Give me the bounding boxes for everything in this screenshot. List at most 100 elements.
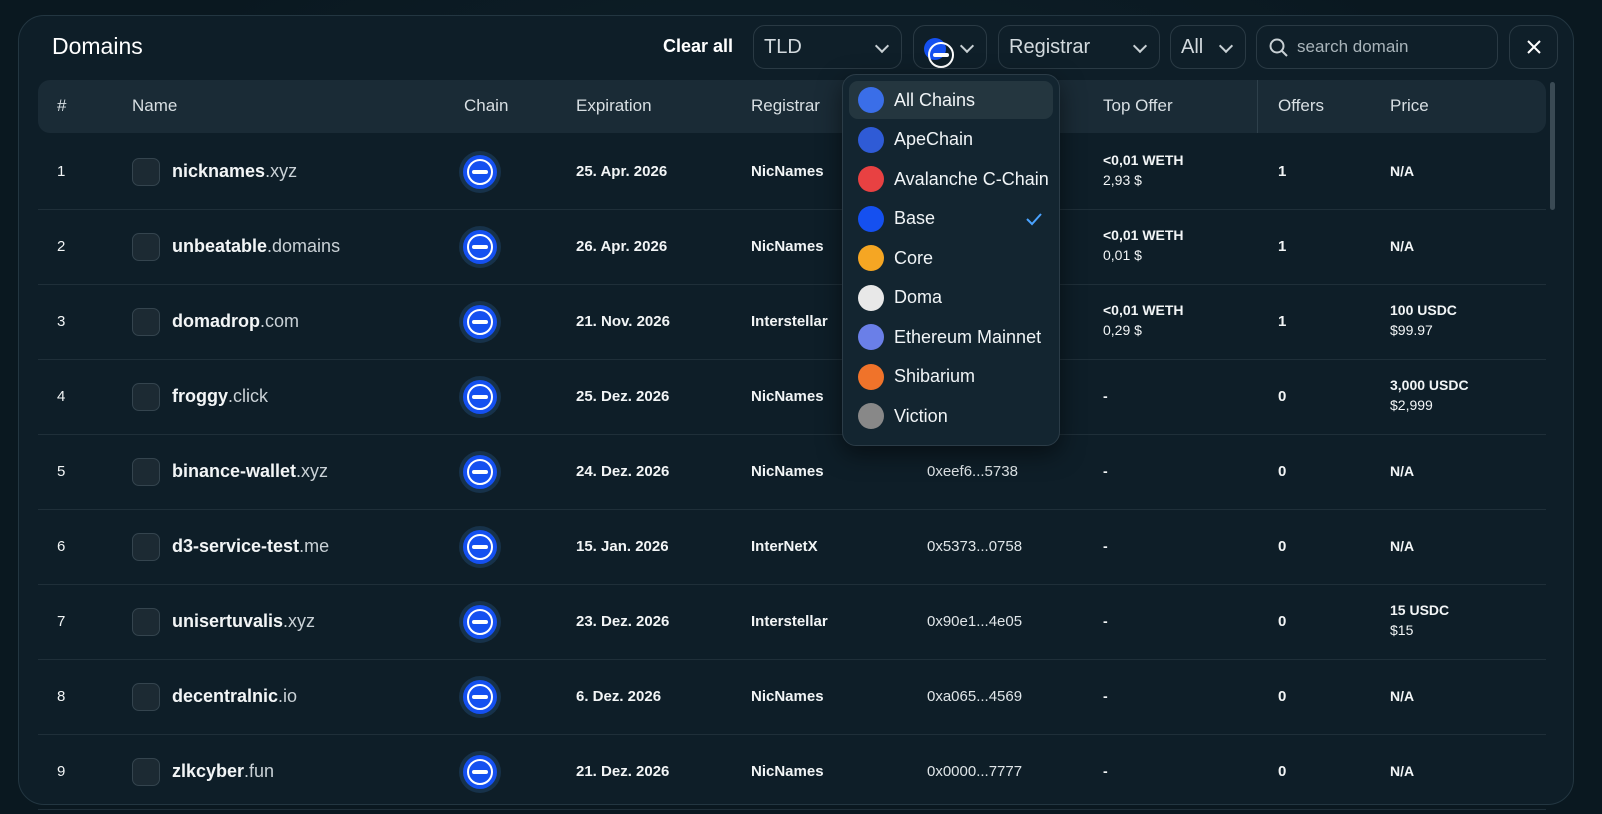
expiration: 25. Apr. 2026 <box>576 163 668 180</box>
search-input[interactable]: search domain <box>1256 25 1498 69</box>
row-index: 7 <box>57 613 66 630</box>
domain-tld: .io <box>278 686 298 706</box>
chain-option-icon <box>858 205 884 232</box>
table-row[interactable] <box>38 135 1546 210</box>
table-row[interactable] <box>38 585 1546 660</box>
row-index: 4 <box>57 388 66 405</box>
domain-thumbnail <box>132 608 160 636</box>
domain-name: domadrop.com <box>172 311 299 332</box>
domain-tld: .fun <box>244 761 275 781</box>
clear-all-button[interactable]: Clear all <box>663 36 734 56</box>
table-row[interactable] <box>38 735 1546 810</box>
price: $15 <box>1390 622 1414 638</box>
offers: 0 <box>1278 538 1287 555</box>
expiration: 23. Dez. 2026 <box>576 613 670 630</box>
price: N/A <box>1390 163 1415 179</box>
chain-option[interactable]: ApeChain <box>849 121 1053 159</box>
owner: 0x90e1...4e05 <box>927 613 1023 630</box>
domain-name: decentralnic.io <box>172 686 297 707</box>
expiration: 25. Dez. 2026 <box>576 388 670 405</box>
chain-dropdown: All Chains ApeChain Avalanche C-Chain Base C… <box>842 74 1060 446</box>
registrar: Interstellar <box>751 613 828 630</box>
registrar: NicNames <box>751 388 824 405</box>
row-index: 5 <box>57 463 66 480</box>
domain-thumbnail <box>132 383 160 411</box>
column-header: Expiration <box>576 96 652 115</box>
table-row[interactable] <box>38 510 1546 585</box>
tld-filter-label: TLD <box>764 35 802 58</box>
chain-icon <box>463 380 497 414</box>
chain-option[interactable]: Doma <box>849 279 1053 317</box>
offers: 1 <box>1278 313 1287 330</box>
chain-filter[interactable] <box>913 25 987 69</box>
table-row[interactable] <box>38 360 1546 435</box>
status-filter[interactable]: All <box>1170 25 1246 69</box>
column-header: # <box>57 96 67 115</box>
chain-option-icon <box>858 126 884 153</box>
domain-thumbnail <box>132 683 160 711</box>
close-button[interactable] <box>1509 25 1558 69</box>
chain-icon <box>463 230 497 264</box>
domain-sld: domadrop <box>172 311 260 331</box>
chain-option-icon <box>858 403 884 429</box>
table-row[interactable] <box>38 435 1546 510</box>
tld-filter[interactable]: TLD <box>753 25 902 69</box>
chain-option-label: Ethereum Mainnet <box>894 326 1042 347</box>
chain-option[interactable]: Ethereum Mainnet <box>849 318 1053 356</box>
top_offer: - <box>1103 763 1108 779</box>
registrar-filter-label: Registrar <box>1009 35 1091 58</box>
domain-sld: froggy <box>172 386 228 406</box>
chain-option[interactable]: Avalanche C-Chain <box>849 160 1053 198</box>
chain-option[interactable]: Core <box>849 239 1053 277</box>
price: N/A <box>1390 538 1415 554</box>
domain-name: unbeatable.domains <box>172 236 340 257</box>
domain-thumbnail <box>132 533 160 561</box>
domain-name: zlkcyber.fun <box>172 761 274 782</box>
registrar-filter[interactable]: Registrar <box>998 25 1160 69</box>
registrar: NicNames <box>751 763 824 780</box>
domain-thumbnail <box>132 158 160 186</box>
price: 3,000 USDC <box>1390 377 1469 393</box>
price: N/A <box>1390 238 1415 254</box>
offers: 0 <box>1278 688 1287 705</box>
chain-icon <box>463 755 497 789</box>
chain-option[interactable]: Base <box>849 200 1053 238</box>
chain-option-label: Doma <box>894 287 943 307</box>
top_offer: - <box>1103 613 1108 629</box>
offers: 0 <box>1278 388 1287 405</box>
column-header: Chain <box>464 96 509 115</box>
domain-thumbnail <box>132 233 160 261</box>
chain-option-icon <box>858 166 884 192</box>
chain-option[interactable]: Viction <box>849 397 1053 435</box>
expiration: 6. Dez. 2026 <box>576 688 662 705</box>
top_offer: 0,01 $ <box>1103 247 1142 263</box>
panel-title: Domains <box>52 33 143 59</box>
expiration: 21. Dez. 2026 <box>576 763 670 780</box>
chain-option-label: Viction <box>894 405 948 426</box>
domain-tld: .xyz <box>296 461 329 481</box>
table-row[interactable] <box>38 660 1546 735</box>
top_offer: - <box>1103 463 1108 479</box>
owner: 0x5373...0758 <box>927 538 1023 555</box>
chain-option-label: Avalanche C-Chain <box>894 168 1049 189</box>
chain-option-icon <box>858 284 884 311</box>
expiration: 15. Jan. 2026 <box>576 538 669 555</box>
domains-panel <box>18 15 1574 805</box>
expiration: 24. Dez. 2026 <box>576 463 670 480</box>
table-row[interactable] <box>38 210 1546 285</box>
chain-icon <box>463 680 497 714</box>
scrollbar[interactable] <box>1550 82 1555 210</box>
column-header: Price <box>1390 96 1429 115</box>
chain-option[interactable]: Shibarium <box>849 358 1053 396</box>
column-header: Offers <box>1278 96 1324 115</box>
domain-thumbnail <box>132 308 160 336</box>
top_offer: <0,01 WETH <box>1103 227 1184 243</box>
row-index: 1 <box>57 163 66 180</box>
column-header: Name <box>132 96 178 115</box>
domain-name: froggy.click <box>172 386 268 407</box>
chain-option-icon <box>858 245 884 271</box>
search-icon <box>1269 38 1288 57</box>
offers: 0 <box>1278 613 1287 630</box>
chain-option[interactable]: All Chains <box>849 81 1053 119</box>
table-row[interactable] <box>38 285 1546 360</box>
